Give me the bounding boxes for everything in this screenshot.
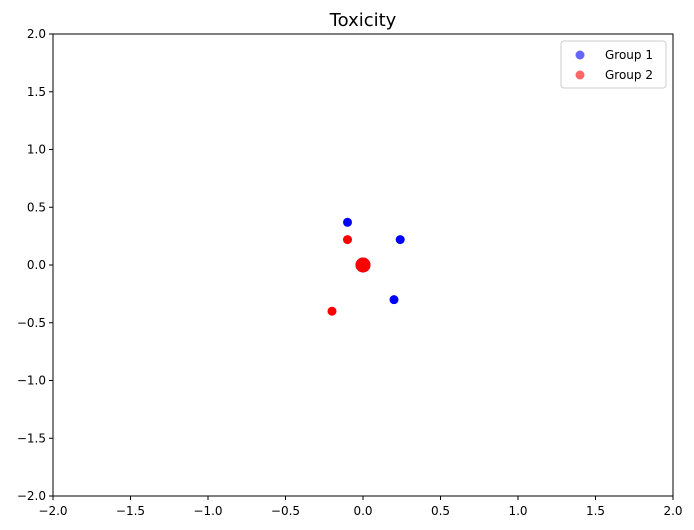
x-tick-label: 2.0 (663, 504, 682, 518)
y-tick-label: 0.5 (27, 200, 46, 214)
y-tick-label: 1.0 (27, 143, 46, 157)
data-point-group-1 (343, 217, 352, 227)
chart-title: Toxicity (329, 10, 397, 31)
x-tick-label: −0.5 (271, 504, 300, 518)
x-tick-label: 0.5 (431, 504, 450, 518)
data-point-group-2 (343, 235, 352, 245)
legend-marker-group-2 (575, 70, 585, 80)
data-point-group-1 (389, 295, 399, 305)
x-tick-label: −1.0 (193, 504, 222, 518)
y-tick-label: 2.0 (27, 27, 46, 41)
x-tick-label: 0.0 (353, 504, 372, 518)
legend-label-group-1: Group 1 (605, 48, 653, 62)
legend: Group 1 Group 2 (560, 40, 667, 89)
y-tick-label: 1.5 (27, 85, 46, 99)
legend-marker-group-1 (575, 50, 585, 60)
y-tick-label: −0.5 (17, 316, 46, 330)
y-tick-label: 0.0 (27, 258, 46, 272)
data-point-group-2 (327, 306, 337, 316)
data-point-group-1 (395, 235, 405, 245)
data-point-group-2 (355, 257, 371, 273)
x-tick-label: −2.0 (38, 504, 67, 518)
legend-label-group-2: Group 2 (605, 68, 653, 82)
y-tick-label: −1.0 (17, 374, 46, 388)
legend-box (560, 40, 667, 89)
x-tick-label: 1.5 (586, 504, 605, 518)
x-tick-label: 1.0 (508, 504, 527, 518)
y-tick-label: −2.0 (17, 489, 46, 503)
y-tick-label: −1.5 (17, 431, 46, 445)
x-tick-label: −1.5 (116, 504, 145, 518)
